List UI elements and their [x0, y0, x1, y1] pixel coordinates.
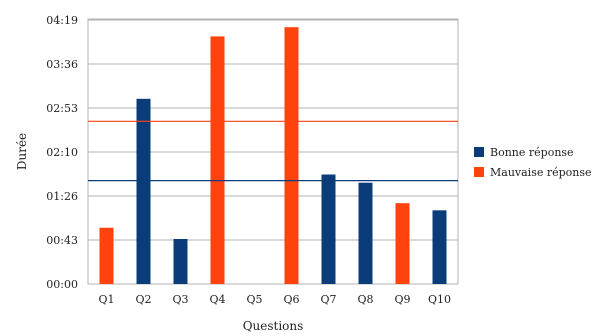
legend-label: Bonne réponse — [490, 146, 574, 159]
y-axis-title: Durée — [15, 133, 29, 170]
y-tick-label: 00:43 — [46, 234, 78, 247]
plot-frame — [87, 18, 459, 285]
x-tick-label: Q4 — [209, 293, 225, 306]
legend: Bonne réponse Mauvaise réponse — [474, 146, 592, 179]
legend-swatch — [474, 147, 484, 157]
y-tick-label: 00:00 — [46, 278, 78, 291]
x-tick-label: Q6 — [283, 293, 299, 306]
bar — [284, 27, 299, 284]
x-tick-label: Q7 — [320, 293, 336, 306]
bar — [432, 210, 447, 284]
y-tick-labels: 00:00 00:43 01:26 02:10 02:53 03:36 04:19 — [46, 14, 78, 291]
y-tick-label: 03:36 — [46, 58, 78, 71]
y-tick-label: 04:19 — [46, 14, 78, 27]
bar — [99, 227, 114, 284]
x-tick-label: Q9 — [394, 293, 410, 306]
y-tick-label: 01:26 — [46, 190, 78, 203]
reference-lines — [88, 120, 458, 182]
legend-swatch — [474, 167, 484, 177]
x-tick-label: Q3 — [172, 293, 188, 306]
x-tick-label: Q1 — [98, 293, 114, 306]
x-tick-label: Q10 — [428, 293, 451, 306]
x-tick-label: Q8 — [357, 293, 373, 306]
bar — [358, 182, 373, 284]
x-axis-title: Questions — [243, 319, 304, 333]
bar — [321, 174, 336, 284]
x-tick-label: Q2 — [135, 293, 151, 306]
bar — [136, 98, 151, 285]
bar — [210, 36, 225, 284]
legend-label: Mauvaise réponse — [490, 166, 592, 179]
bar — [173, 238, 188, 284]
x-tick-labels: Q1 Q2 Q3 Q4 Q5 Q6 Q7 Q8 Q9 Q10 — [98, 293, 451, 306]
bars — [99, 27, 447, 285]
bar — [395, 203, 410, 284]
y-tick-label: 02:53 — [46, 102, 78, 115]
y-tick-label: 02:10 — [46, 146, 78, 159]
x-tick-label: Q5 — [246, 293, 262, 306]
